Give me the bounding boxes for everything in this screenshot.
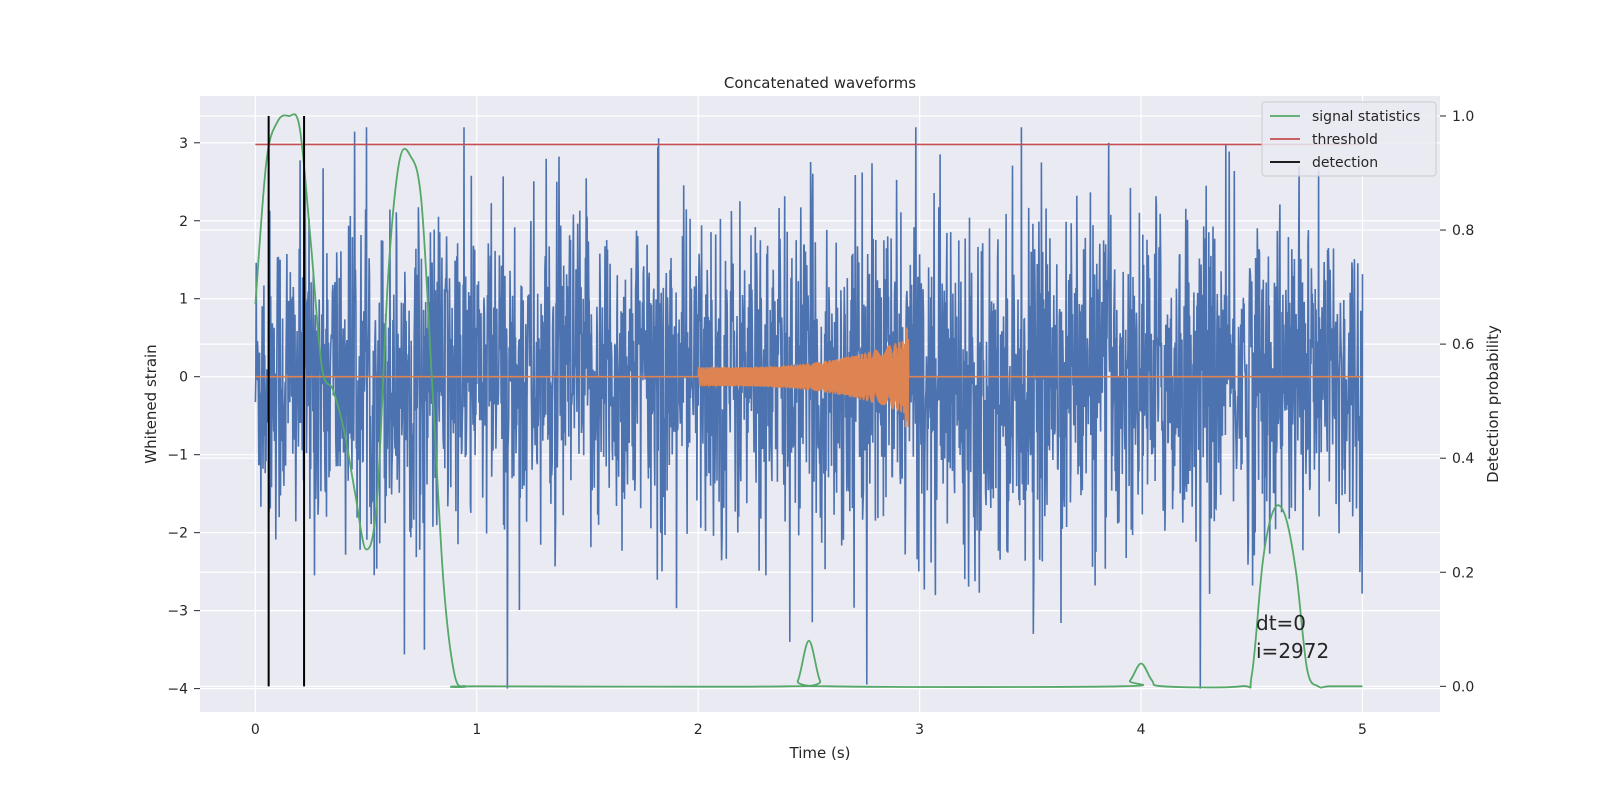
y2-tick-label: 0.4 bbox=[1452, 451, 1474, 467]
x-tick-label: 4 bbox=[1137, 722, 1146, 738]
chirp-series bbox=[255, 327, 1363, 428]
legend-label-detection: detection bbox=[1312, 155, 1378, 171]
x-tick-label: 3 bbox=[915, 722, 924, 738]
chart-title: Concatenated waveforms bbox=[724, 74, 916, 92]
annotation-i: i=2972 bbox=[1256, 639, 1329, 663]
y-tick-label: 0 bbox=[179, 370, 188, 386]
y2-tick-label: 0.8 bbox=[1452, 223, 1474, 239]
x-tick-label: 1 bbox=[472, 722, 481, 738]
annotation-dt: dt=0 bbox=[1256, 611, 1306, 635]
legend: signal statistics threshold detection bbox=[1261, 101, 1437, 177]
y-tick-label: −1 bbox=[167, 448, 188, 464]
x-tick-label: 5 bbox=[1358, 722, 1367, 738]
legend-label-threshold: threshold bbox=[1312, 132, 1378, 148]
strain-noise-series bbox=[254, 127, 1364, 689]
y-tick-label: 2 bbox=[179, 214, 188, 230]
y2-tick-label: 0.2 bbox=[1452, 565, 1474, 581]
y-tick-label: 1 bbox=[179, 292, 188, 308]
series-layer bbox=[254, 113, 1364, 689]
x-tick-label: 2 bbox=[694, 722, 703, 738]
y-tick-label: −2 bbox=[167, 526, 188, 542]
x-tick-label: 0 bbox=[251, 722, 260, 738]
y-tick-label: 3 bbox=[179, 136, 188, 152]
y2-axis-label: Detection probability bbox=[1484, 325, 1502, 483]
y-tick-label: −4 bbox=[167, 682, 188, 698]
y-axis-label: Whitened strain bbox=[142, 344, 160, 463]
y2-tick-label: 0.6 bbox=[1452, 337, 1474, 353]
y-tick-label: −3 bbox=[167, 604, 188, 620]
legend-label-signal-statistics: signal statistics bbox=[1312, 109, 1420, 125]
signal-statistics-series bbox=[254, 113, 1363, 689]
x-axis-label: Time (s) bbox=[789, 744, 851, 762]
y2-tick-label: 1.0 bbox=[1452, 109, 1474, 125]
legend-box bbox=[1261, 101, 1437, 177]
y2-tick-label: 0.0 bbox=[1452, 679, 1474, 695]
ticks: 0 1 2 3 4 5 −4 −3 −2 −1 0 1 2 3 0.0 0.2 0.4 0.6 0.8 1.0 bbox=[167, 109, 1474, 738]
